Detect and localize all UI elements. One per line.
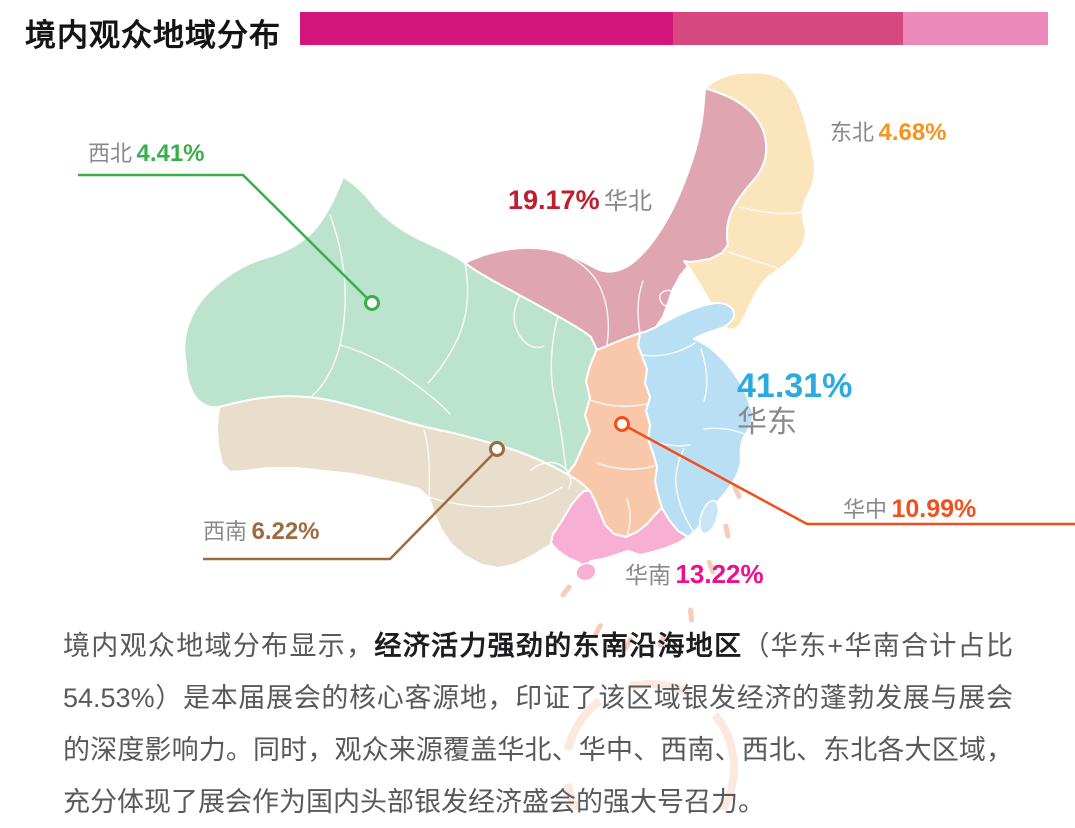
- watermark-arc: [562, 680, 738, 810]
- label-southwest: 西南 6.22%: [203, 514, 320, 546]
- paragraph-lead: 境内观众地域分布显示，: [63, 631, 375, 661]
- leader-lines: [78, 173, 1075, 561]
- label-north-value: 19.17%: [508, 185, 600, 215]
- hainan-island: [575, 562, 597, 582]
- map-region-central: [566, 332, 663, 538]
- paragraph-emphasis: 经济活力强劲的东南沿海地区: [374, 631, 743, 661]
- southwest-leader-line: [203, 449, 498, 561]
- label-northwest-value: 4.41%: [136, 140, 205, 167]
- label-northwest: 西北 4.41%: [88, 136, 205, 168]
- label-northeast-name: 东北: [830, 120, 875, 145]
- label-southwest-value: 6.22%: [251, 518, 320, 545]
- label-northeast: 东北 4.68%: [830, 115, 947, 147]
- label-central: 华中 10.99%: [843, 492, 976, 524]
- title-bar-segment-3: [903, 12, 1048, 45]
- nine-dash-line: [560, 484, 742, 651]
- map-region-northeast: [683, 71, 816, 331]
- label-south: 华南 13.22%: [625, 556, 764, 590]
- map-region-south: [550, 490, 689, 568]
- central-leader-line: [621, 422, 1075, 526]
- label-central-value: 10.99%: [891, 495, 977, 523]
- taiwan-island: [699, 499, 719, 535]
- summary-paragraph: 境内观众地域分布显示，经济活力强劲的东南沿海地区（华东+华南合计占比54.53%…: [63, 620, 1013, 828]
- northwest-leader-line: [78, 173, 373, 304]
- map-region-southwest: [216, 395, 598, 569]
- china-region-map: [78, 71, 1075, 810]
- label-east-name: 华东: [737, 406, 797, 439]
- northwest-leader-dot: [364, 295, 380, 311]
- title-bar-segment-1: [300, 12, 673, 45]
- paragraph-rest: （华东+华南合计占比54.53%）是本届展会的核心客源地，印证了该区域银发经济的…: [63, 631, 1013, 817]
- central-leader-dot: [614, 416, 630, 432]
- page-title: 境内观众地域分布: [25, 18, 281, 53]
- label-northwest-name: 西北: [88, 141, 133, 166]
- title-bar-segment-2: [673, 12, 903, 45]
- province-borders: [311, 206, 806, 537]
- label-south-name: 华南: [625, 562, 671, 588]
- label-east: 41.31% 华东: [737, 368, 852, 442]
- report-page: { "header": { "title": "境内观众地域分布", "bar_…: [25, 12, 1075, 817]
- label-north-name: 华北: [604, 188, 653, 215]
- southwest-leader-dot: [489, 441, 505, 457]
- label-east-value: 41.31%: [737, 367, 853, 405]
- label-north: 19.17% 华北: [508, 181, 652, 216]
- label-southwest-name: 西南: [203, 519, 248, 544]
- label-northeast-value: 4.68%: [878, 119, 947, 146]
- label-central-name: 华中: [843, 497, 888, 522]
- label-south-value: 13.22%: [675, 559, 764, 589]
